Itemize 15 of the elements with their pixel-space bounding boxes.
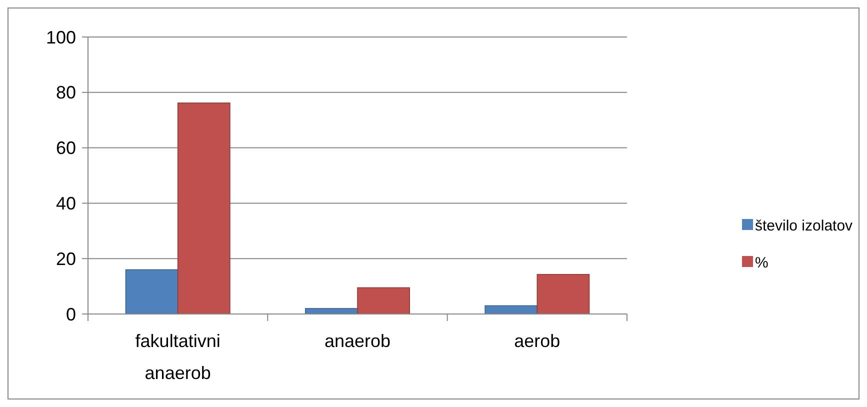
y-tick-label: 60	[56, 138, 76, 158]
y-tick-label: 40	[56, 194, 76, 214]
y-tick-label: 20	[56, 248, 76, 269]
bar	[177, 102, 230, 314]
x-tick-label: anaerob	[324, 331, 391, 351]
x-tick-label: fakultativni anaerob	[135, 331, 220, 383]
legend-label: %	[755, 254, 768, 272]
y-tick-label: 100	[46, 27, 76, 48]
bar	[357, 287, 410, 314]
bar	[125, 269, 178, 314]
legend-label: število izolatov	[755, 217, 854, 234]
y-tick-label: 80	[56, 82, 76, 103]
y-tick-label: 0	[66, 304, 76, 324]
bar	[536, 274, 590, 314]
x-tick-label: aerob	[514, 331, 560, 351]
